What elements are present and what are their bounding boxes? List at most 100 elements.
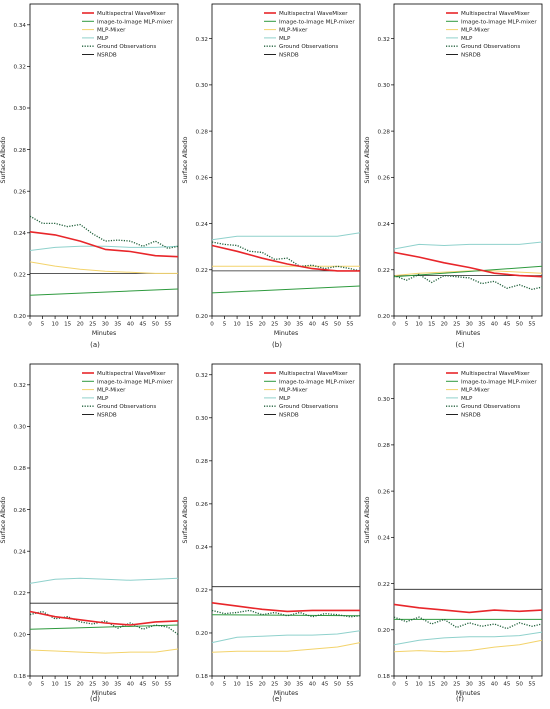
series-line-multispectral-wavemixer: [211, 602, 360, 613]
y-tick-label: 0.28: [14, 148, 27, 154]
legend-entry: NSRDB: [461, 413, 481, 419]
y-tick-label: 0.22: [196, 588, 208, 594]
legend-entry: NSRDB: [97, 53, 117, 59]
y-tick-label: 0.22: [378, 582, 390, 588]
x-tick-label: 15: [64, 682, 72, 688]
y-tick-label: 0.24: [378, 222, 391, 228]
y-tick-label: 0.22: [14, 273, 26, 279]
panel-caption: (b): [272, 341, 282, 349]
x-tick-label: 45: [321, 682, 329, 688]
x-tick-label: 50: [152, 322, 160, 328]
legend-entry: MLP: [97, 36, 109, 42]
x-axis-label: Minutes: [456, 330, 480, 337]
y-tick-label: 0.32: [14, 65, 26, 71]
x-tick-label: 40: [127, 682, 135, 688]
legend-entry: Ground Observations: [461, 44, 520, 50]
x-tick-label: 10: [52, 322, 60, 328]
legend: Multispectral WaveMixer Image-to-Image ML…: [82, 371, 173, 419]
x-tick-label: 45: [139, 322, 147, 328]
y-axis-label: Surface Albedo: [182, 496, 189, 543]
panel-caption: (f): [456, 695, 464, 703]
legend-entry: NSRDB: [279, 413, 299, 419]
panel-caption: (a): [90, 341, 100, 349]
x-tick-label: 10: [416, 682, 424, 688]
x-tick-label: 15: [246, 322, 254, 328]
y-tick-label: 0.30: [14, 425, 27, 431]
y-tick-label: 0.24: [196, 222, 209, 228]
plot-area: [393, 363, 543, 677]
legend-entry: Image-to-Image MLP-mixer: [97, 379, 173, 385]
series-line-multispectral-wavemixer: [29, 610, 179, 626]
panel-caption: (c): [455, 341, 465, 349]
x-tick-label: 35: [296, 322, 304, 328]
series-line-ground-observations: [393, 616, 543, 630]
y-axis-label: Surface Albedo: [182, 136, 189, 183]
legend-entry: NSRDB: [97, 413, 117, 419]
y-tick-label: 0.24: [14, 549, 27, 555]
legend: Multispectral WaveMixer Image-to-Image ML…: [264, 371, 355, 419]
series-line-multispectral-wavemixer: [29, 231, 179, 258]
series-line-mlp: [393, 241, 543, 250]
x-tick-label: 35: [296, 682, 304, 688]
legend: Multispectral WaveMixer Image-to-Image ML…: [82, 11, 173, 59]
x-tick-label: 0: [392, 682, 396, 688]
y-tick-label: 0.28: [14, 466, 27, 472]
x-tick-label: 20: [259, 682, 267, 688]
x-tick-label: 0: [28, 682, 32, 688]
series-line-multispectral-wavemixer: [211, 244, 360, 272]
y-tick-label: 0.22: [196, 268, 208, 274]
y-tick-label: 0.30: [196, 416, 209, 422]
legend-entry: Ground Observations: [279, 44, 338, 50]
legend-entry: Ground Observations: [279, 404, 338, 410]
y-tick-label: 0.30: [14, 106, 27, 112]
legend-entry: MLP: [461, 396, 473, 402]
x-tick-label: 45: [503, 682, 511, 688]
series-line-mlp-mixer: [29, 261, 178, 274]
x-tick-label: 5: [405, 322, 409, 328]
x-axis-label: Minutes: [92, 330, 116, 337]
x-tick-label: 25: [271, 322, 279, 328]
series-line-mlp-mixer: [393, 639, 543, 653]
y-tick-label: 0.28: [378, 129, 391, 135]
legend-entry: MLP-Mixer: [97, 388, 126, 394]
x-tick-label: 5: [223, 682, 227, 688]
series-line-mlp-mixer: [211, 642, 361, 653]
panel-b: 0.20 0.22 0.24 0.26 0.28 0.30 0.32 0 5 10 15 20 25 30…: [182, 3, 361, 349]
x-tick-label: 30: [466, 682, 474, 688]
x-tick-label: 25: [271, 682, 279, 688]
x-tick-label: 55: [164, 322, 172, 328]
series-line-ground-observations: [211, 241, 361, 272]
series-line-image-to-image-mlp-mixer: [211, 285, 361, 294]
legend: Multispectral WaveMixer Image-to-Image ML…: [446, 11, 537, 59]
x-tick-label: 20: [259, 322, 267, 328]
x-tick-label: 40: [309, 322, 317, 328]
x-tick-label: 40: [491, 322, 499, 328]
x-tick-label: 10: [416, 322, 424, 328]
x-tick-label: 45: [139, 682, 147, 688]
series-line-mlp-mixer: [393, 270, 543, 277]
y-tick-label: 0.22: [14, 591, 26, 597]
x-tick-label: 40: [491, 682, 499, 688]
x-tick-label: 30: [466, 322, 474, 328]
legend-entry: Multispectral WaveMixer: [279, 371, 348, 377]
x-tick-label: 30: [284, 682, 292, 688]
y-axis-label: Surface Albedo: [0, 136, 7, 183]
x-tick-label: 35: [478, 322, 486, 328]
legend-entry: MLP-Mixer: [279, 28, 308, 34]
x-tick-label: 35: [114, 322, 122, 328]
legend-entry: Multispectral WaveMixer: [461, 371, 530, 377]
series-line-mlp: [29, 245, 179, 251]
y-tick-label: 0.24: [196, 545, 209, 551]
x-tick-label: 55: [528, 682, 536, 688]
series-line-mlp-mixer: [29, 648, 179, 654]
series-line-mlp: [393, 631, 543, 646]
y-tick-label: 0.24: [14, 231, 27, 237]
y-tick-label: 0.34: [14, 23, 27, 29]
y-tick-label: 0.22: [378, 268, 390, 274]
x-tick-label: 55: [346, 682, 354, 688]
series-line-image-to-image-mlp-mixer: [29, 624, 179, 630]
series-line-multispectral-wavemixer: [393, 251, 543, 278]
x-tick-label: 0: [392, 322, 396, 328]
panel-caption: (e): [272, 695, 282, 703]
x-tick-label: 45: [503, 322, 511, 328]
